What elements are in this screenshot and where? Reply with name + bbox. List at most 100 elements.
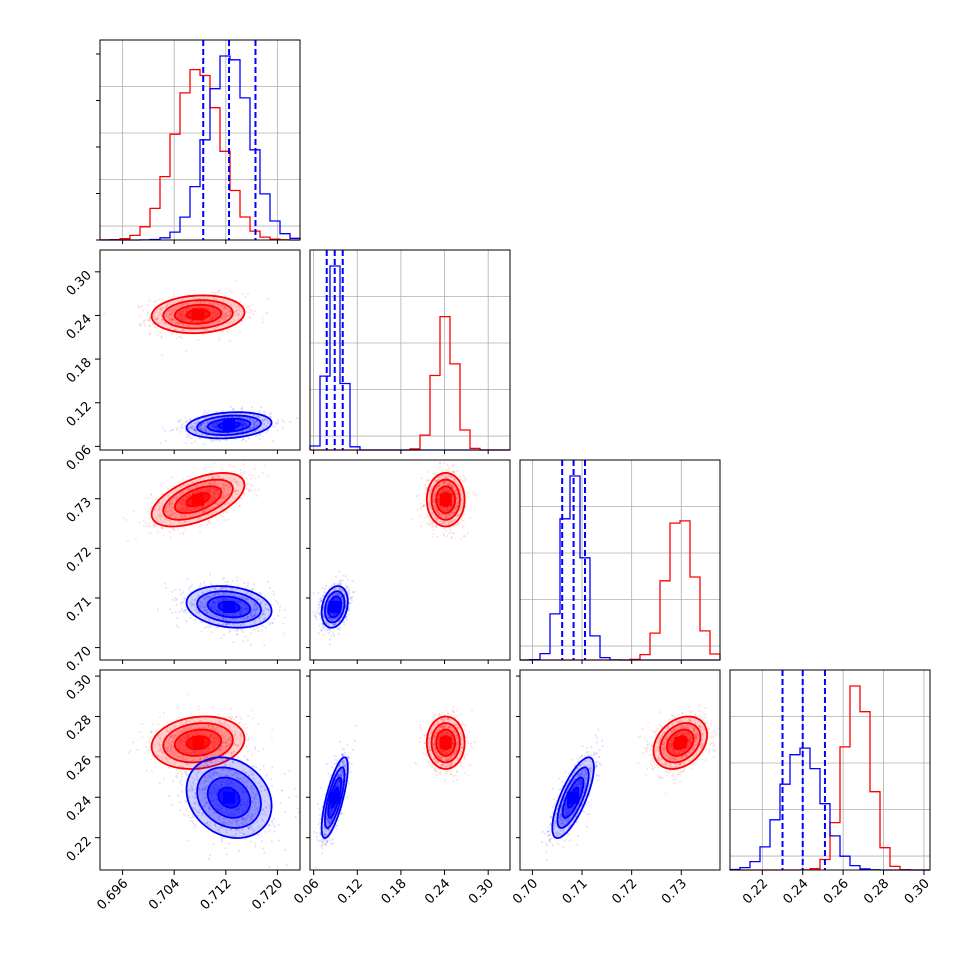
sample-point bbox=[256, 626, 259, 629]
sample-point bbox=[195, 429, 198, 431]
sample-point bbox=[455, 492, 457, 495]
sample-point bbox=[202, 321, 205, 323]
sample-point bbox=[312, 611, 315, 613]
sample-point bbox=[144, 324, 146, 327]
sample-point bbox=[216, 610, 219, 612]
sample-point bbox=[202, 427, 205, 430]
sample-point bbox=[446, 510, 449, 513]
sample-point bbox=[326, 596, 329, 598]
sample-point bbox=[272, 622, 274, 625]
sample-point bbox=[462, 519, 465, 522]
sample-point bbox=[433, 501, 436, 503]
sample-point bbox=[177, 323, 180, 326]
sample-point bbox=[428, 483, 431, 485]
sample-point bbox=[342, 599, 345, 602]
sample-point bbox=[450, 492, 453, 495]
sample-point bbox=[251, 601, 253, 603]
sample-point bbox=[338, 587, 341, 590]
sample-point bbox=[450, 505, 453, 508]
sample-point bbox=[446, 487, 449, 489]
sample-point bbox=[448, 488, 450, 490]
sample-point bbox=[276, 421, 278, 424]
sample-point bbox=[175, 312, 178, 315]
red-contour-line bbox=[162, 478, 234, 521]
sample-point bbox=[439, 505, 442, 508]
sample-point bbox=[431, 511, 434, 514]
sample-point bbox=[210, 482, 213, 485]
sample-point bbox=[180, 486, 183, 489]
sample-point bbox=[185, 506, 188, 508]
sample-point bbox=[217, 304, 220, 307]
sample-point bbox=[452, 519, 455, 522]
sample-point bbox=[240, 433, 243, 436]
sample-point bbox=[225, 416, 228, 419]
sample-point bbox=[450, 491, 452, 494]
sample-point bbox=[451, 522, 453, 524]
sample-point bbox=[240, 422, 243, 425]
sample-point bbox=[435, 485, 438, 488]
sample-point bbox=[263, 595, 266, 598]
sample-point bbox=[257, 489, 260, 491]
sample-point bbox=[229, 314, 232, 317]
sample-point bbox=[251, 421, 253, 423]
sample-point bbox=[181, 515, 184, 517]
sample-point bbox=[248, 419, 251, 422]
sample-point bbox=[187, 510, 190, 512]
sample-point bbox=[437, 494, 440, 496]
sample-point bbox=[172, 310, 175, 312]
sample-point bbox=[333, 623, 336, 626]
sample-point bbox=[239, 597, 242, 600]
sample-point bbox=[337, 597, 339, 600]
sample-point bbox=[344, 615, 347, 617]
sample-point bbox=[217, 291, 219, 293]
sample-point bbox=[435, 520, 438, 522]
sample-point bbox=[269, 411, 272, 414]
sample-point bbox=[437, 505, 440, 508]
sample-point bbox=[277, 422, 279, 425]
sample-point bbox=[209, 522, 212, 525]
sample-point bbox=[441, 473, 443, 476]
sample-point bbox=[346, 586, 348, 589]
sample-point bbox=[263, 613, 266, 616]
sample-point bbox=[420, 507, 422, 510]
sample-point bbox=[245, 477, 248, 480]
sample-point bbox=[211, 495, 214, 498]
sample-point bbox=[257, 421, 259, 424]
sample-point bbox=[156, 317, 159, 320]
sample-point bbox=[242, 608, 245, 610]
sample-point bbox=[453, 525, 456, 528]
sample-point bbox=[201, 596, 204, 598]
sample-point bbox=[196, 491, 199, 494]
sample-point bbox=[249, 317, 252, 320]
panel-2-1 bbox=[309, 459, 511, 661]
sample-point bbox=[213, 423, 215, 426]
sample-point bbox=[170, 319, 173, 322]
sample-point bbox=[161, 504, 164, 507]
sample-point bbox=[445, 524, 447, 527]
sample-point bbox=[211, 306, 213, 309]
sample-point bbox=[178, 611, 181, 613]
sample-point bbox=[222, 598, 225, 601]
sample-point bbox=[203, 301, 206, 303]
sample-point bbox=[197, 425, 200, 428]
sample-point bbox=[247, 423, 250, 425]
sample-point bbox=[264, 626, 267, 629]
sample-point bbox=[461, 480, 464, 482]
sample-point bbox=[169, 509, 171, 512]
sample-point bbox=[172, 315, 175, 318]
sample-point bbox=[242, 416, 245, 419]
sample-point bbox=[260, 429, 262, 432]
sample-point bbox=[325, 610, 328, 612]
sample-point bbox=[264, 312, 267, 315]
sample-point bbox=[168, 515, 171, 517]
sample-point bbox=[195, 492, 198, 495]
sample-point bbox=[194, 426, 196, 429]
sample-point bbox=[245, 424, 247, 426]
sample-point bbox=[187, 496, 189, 499]
sample-point bbox=[205, 482, 207, 485]
sample-point bbox=[204, 627, 206, 629]
sample-point bbox=[170, 476, 173, 479]
sample-point bbox=[255, 620, 257, 622]
sample-point bbox=[221, 323, 224, 326]
sample-point bbox=[164, 311, 167, 314]
